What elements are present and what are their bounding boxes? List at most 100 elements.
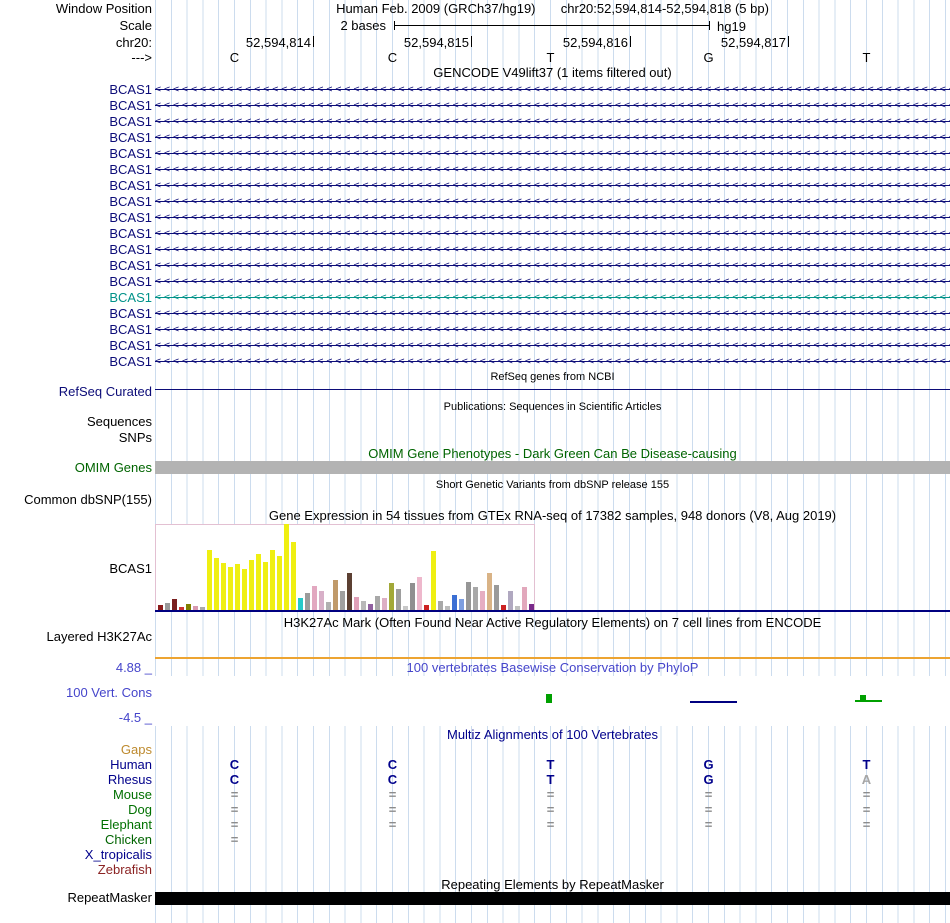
gtex-expression-bar <box>487 573 492 610</box>
alignment-cell: C <box>387 772 398 787</box>
alignment-cell: C <box>387 757 398 772</box>
gencode-gene-line[interactable] <box>155 178 950 194</box>
gtex-expression-bar <box>263 562 268 610</box>
gencode-gene-label[interactable]: BCAS1 <box>109 178 152 193</box>
omim-gene-bar[interactable] <box>155 461 950 474</box>
repeatmasker-label[interactable]: RepeatMasker <box>67 890 152 905</box>
gtex-expression-bar <box>319 591 324 610</box>
gencode-gene-label[interactable]: BCAS1 <box>109 306 152 321</box>
gencode-gene-label[interactable]: BCAS1 <box>109 338 152 353</box>
gencode-gene-line[interactable] <box>155 210 950 226</box>
gtex-expression-bar <box>193 606 198 610</box>
gtex-expression-bar <box>256 554 261 610</box>
omim-track-title: OMIM Gene Phenotypes - Dark Green Can Be… <box>368 446 737 461</box>
dbsnp-label[interactable]: Common dbSNP(155) <box>24 492 152 507</box>
gtex-baseline <box>155 610 950 612</box>
gencode-gene-label[interactable]: BCAS1 <box>109 290 152 305</box>
h3k27ac-label[interactable]: Layered H3K27Ac <box>46 629 152 644</box>
sequences-label[interactable]: Sequences <box>86 414 152 429</box>
reference-base: G <box>703 50 714 65</box>
species-label-chicken[interactable]: Chicken <box>105 832 152 847</box>
species-label-gaps[interactable]: Gaps <box>120 742 152 757</box>
gtex-chart[interactable] <box>155 524 535 611</box>
refseq-curated-label[interactable]: RefSeq Curated <box>58 384 152 399</box>
omim-genes-label[interactable]: OMIM Genes <box>74 460 152 475</box>
gtex-expression-bar <box>214 558 219 610</box>
gencode-gene-label[interactable]: BCAS1 <box>109 114 152 129</box>
gtex-expression-bar <box>501 605 506 610</box>
gencode-gene-line[interactable] <box>155 98 950 114</box>
gencode-gene-line[interactable] <box>155 162 950 178</box>
alignment-cell: G <box>703 757 714 772</box>
gencode-gene-label[interactable]: BCAS1 <box>109 354 152 369</box>
gtex-expression-bar <box>403 606 408 610</box>
gtex-expression-bar <box>228 567 233 610</box>
species-label-human[interactable]: Human <box>110 757 152 772</box>
alignment-cell: C <box>229 757 240 772</box>
gtex-expression-bar <box>172 599 177 610</box>
repeatmasker-bar[interactable] <box>155 892 950 905</box>
gtex-expression-bar <box>361 601 366 610</box>
gtex-expression-bar <box>270 550 275 610</box>
species-label-elephant[interactable]: Elephant <box>100 817 152 832</box>
phylop-cons-label[interactable]: 100 Vert. Cons <box>66 685 152 700</box>
gtex-expression-bar <box>515 606 520 610</box>
reference-base: C <box>229 50 240 65</box>
gencode-gene-line[interactable] <box>155 242 950 258</box>
phylop-score-mark <box>546 694 552 703</box>
gencode-gene-label[interactable]: BCAS1 <box>109 130 152 145</box>
gencode-gene-label[interactable]: BCAS1 <box>109 162 152 177</box>
gencode-gene-label[interactable]: BCAS1 <box>109 98 152 113</box>
position-range: chr20:52,594,814-52,594,818 (5 bp) <box>560 1 769 16</box>
gencode-gene-line[interactable] <box>155 290 950 306</box>
refseq-track-title: RefSeq genes from NCBI <box>490 371 615 383</box>
gencode-gene-line[interactable] <box>155 82 950 98</box>
publications-track-title: Publications: Sequences in Scientific Ar… <box>443 401 662 413</box>
gencode-gene-line[interactable] <box>155 306 950 322</box>
gtex-expression-bar <box>508 591 513 610</box>
gencode-gene-label[interactable]: BCAS1 <box>109 226 152 241</box>
gencode-gene-label[interactable]: BCAS1 <box>109 258 152 273</box>
gencode-gene-label[interactable]: BCAS1 <box>109 242 152 257</box>
species-label-rhesus[interactable]: Rhesus <box>107 772 152 787</box>
coordinate-tick <box>630 36 631 47</box>
phylop-score-mark <box>860 695 866 701</box>
alignment-cell: = <box>230 817 239 832</box>
species-label-zebrafish[interactable]: Zebrafish <box>97 862 152 877</box>
gencode-gene-line[interactable] <box>155 194 950 210</box>
alignment-cell: = <box>230 802 239 817</box>
scale-ruler <box>394 25 710 26</box>
gencode-gene-line[interactable] <box>155 130 950 146</box>
dbsnp-track-title: Short Genetic Variants from dbSNP releas… <box>435 479 670 491</box>
gtex-expression-bar <box>158 605 163 610</box>
gencode-gene-line[interactable] <box>155 338 950 354</box>
gencode-gene-line[interactable] <box>155 322 950 338</box>
gtex-expression-bar <box>529 604 534 610</box>
gencode-gene-line[interactable] <box>155 146 950 162</box>
gencode-gene-line[interactable] <box>155 274 950 290</box>
gencode-gene-label[interactable]: BCAS1 <box>109 322 152 337</box>
gencode-gene-line[interactable] <box>155 258 950 274</box>
snps-label[interactable]: SNPs <box>118 430 152 445</box>
phylop-track[interactable] <box>155 676 950 726</box>
gtex-expression-bar <box>494 585 499 610</box>
species-label-mouse[interactable]: Mouse <box>112 787 152 802</box>
gencode-gene-label[interactable]: BCAS1 <box>109 194 152 209</box>
gencode-gene-label[interactable]: BCAS1 <box>109 146 152 161</box>
gtex-gene-label[interactable]: BCAS1 <box>109 561 152 576</box>
gencode-gene-label[interactable]: BCAS1 <box>109 274 152 289</box>
gtex-expression-bar <box>340 591 345 610</box>
gtex-expression-bar <box>466 582 471 610</box>
gtex-expression-bar <box>522 587 527 610</box>
gencode-gene-line[interactable] <box>155 226 950 242</box>
gencode-gene-line[interactable] <box>155 354 950 370</box>
species-label-dog[interactable]: Dog <box>128 802 152 817</box>
gencode-gene-label[interactable]: BCAS1 <box>109 82 152 97</box>
gencode-gene-label[interactable]: BCAS1 <box>109 210 152 225</box>
refseq-gene-line[interactable] <box>155 389 950 390</box>
coordinate-tick <box>471 36 472 47</box>
gencode-gene-line[interactable] <box>155 114 950 130</box>
gtex-expression-bar <box>382 598 387 610</box>
species-label-x-tropicalis[interactable]: X_tropicalis <box>84 847 152 862</box>
gtex-expression-bar <box>186 604 191 610</box>
